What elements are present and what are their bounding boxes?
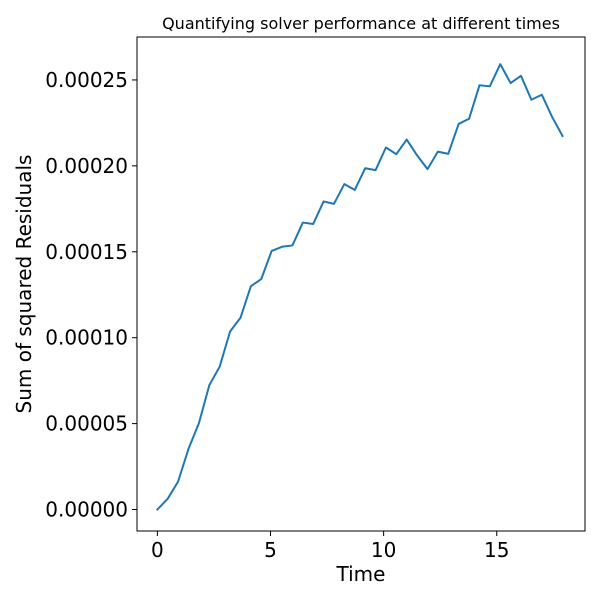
axes-frame	[136, 36, 586, 532]
y-tick-label: 0.00010	[45, 326, 128, 350]
y-tick-label: 0.00025	[45, 68, 128, 92]
y-tick-label: 0.00020	[45, 154, 128, 178]
x-axis-label: Time	[336, 562, 386, 586]
series-line-0	[155, 63, 564, 511]
y-axis-label: Sum of squared Residuals	[12, 155, 36, 414]
plot-area	[136, 36, 586, 532]
x-tick-label: 15	[484, 538, 509, 562]
x-tick-label: 10	[371, 538, 396, 562]
y-tick-label: 0.00000	[45, 498, 128, 522]
x-tick-label: 5	[264, 538, 277, 562]
y-tick-label: 0.00005	[45, 412, 128, 436]
x-axis-ticks: 0 5 10 15	[151, 531, 509, 562]
chart-title: Quantifying solver performance at differ…	[162, 14, 560, 33]
y-tick-label: 0.00015	[45, 240, 128, 264]
y-axis-ticks: 0.00000 0.00005 0.00010 0.00015 0.00020 0.000…	[45, 68, 137, 522]
x-tick-label: 0	[151, 538, 164, 562]
